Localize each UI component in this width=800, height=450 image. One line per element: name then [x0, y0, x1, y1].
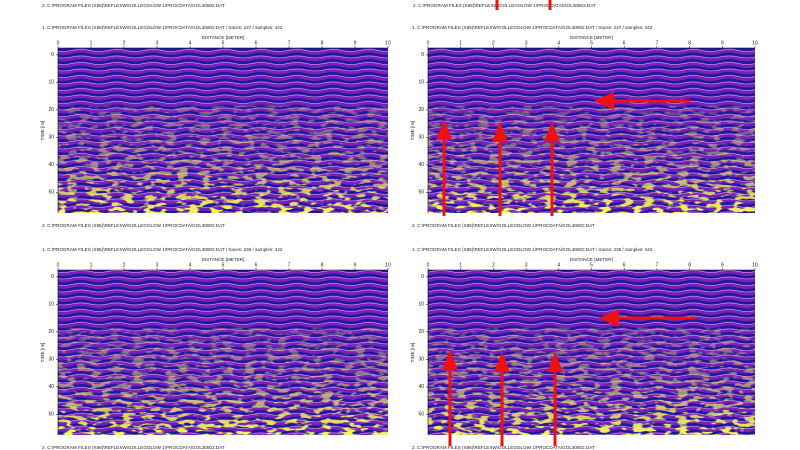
- y-tick-label: 0: [421, 274, 424, 280]
- y-tick-label: 10: [418, 302, 424, 308]
- y-axis-title: TIME [ns]: [410, 343, 415, 363]
- x-tick-label: 5: [222, 40, 225, 46]
- radargram-noise: [428, 105, 755, 213]
- x-tick-label: 3: [525, 262, 528, 268]
- y-tick-label: 30: [48, 135, 54, 141]
- x-tick-label: 4: [189, 40, 192, 46]
- panel-header: 1. C:\PROGRAM FILES (X86)\REFLEXW\GOLLEG…: [42, 25, 283, 30]
- x-tick-label: 1: [90, 40, 93, 46]
- content: 2. C:\PROGRAM FILES (X86)\REFLEXW\GOLLEG…: [40, 3, 758, 450]
- x-tick-label: 5: [590, 40, 593, 46]
- file-note: 2. C:\PROGRAM FILES (X86)\REFLEXW\GOLLEG…: [42, 3, 225, 8]
- x-tick-label: 6: [255, 262, 258, 268]
- x-tick-label: 10: [752, 262, 758, 268]
- x-tick-label: 2: [492, 40, 495, 46]
- x-tick-label: 0: [57, 40, 60, 46]
- axis-title: DISTANCE [METER]: [202, 257, 245, 262]
- x-tick-label: 8: [321, 262, 324, 268]
- x-tick-label: 2: [492, 262, 495, 268]
- x-tick-label: 6: [623, 262, 626, 268]
- y-tick-label: 20: [418, 107, 424, 113]
- panel-footer: 2. C:\PROGRAM FILES (X86)\REFLEXW\GOLLEG…: [42, 445, 225, 450]
- y-tick-label: 50: [48, 190, 54, 196]
- x-tick-label: 8: [321, 40, 324, 46]
- panel-header: 1. C:\PROGRAM FILES (X86)\REFLEXW\GOLLEG…: [412, 25, 653, 30]
- y-tick-label: 40: [48, 384, 54, 390]
- x-tick-label: 10: [385, 40, 391, 46]
- y-tick-label: 30: [418, 357, 424, 363]
- x-tick-label: 8: [688, 262, 691, 268]
- panel-header: 1. C:\PROGRAM FILES (X86)\REFLEXW\GOLLEG…: [412, 247, 653, 252]
- y-tick-label: 50: [48, 412, 54, 418]
- x-tick-label: 9: [721, 40, 724, 46]
- panel-footer: 2. C:\PROGRAM FILES (X86)\REFLEXW\GOLLEG…: [412, 223, 595, 228]
- arrows: [436, 0, 695, 446]
- x-tick-label: 7: [656, 40, 659, 46]
- x-tick-label: 7: [288, 40, 291, 46]
- x-tick-label: 7: [656, 262, 659, 268]
- y-tick-label: 40: [48, 162, 54, 168]
- x-tick-label: 9: [354, 262, 357, 268]
- x-tick-label: 4: [557, 40, 560, 46]
- y-tick-label: 40: [418, 162, 424, 168]
- x-tick-label: 10: [752, 40, 758, 46]
- x-tick-label: 2: [123, 40, 126, 46]
- y-tick-label: 30: [48, 357, 54, 363]
- x-tick-label: 9: [354, 40, 357, 46]
- y-tick-label: 10: [48, 80, 54, 86]
- x-tick-label: 1: [459, 40, 462, 46]
- panel-footer: 2. C:\PROGRAM FILES (X86)\REFLEXW\GOLLEG…: [42, 223, 225, 228]
- x-tick-label: 10: [385, 262, 391, 268]
- y-axis-title: TIME [ns]: [410, 121, 415, 141]
- y-tick-label: 20: [418, 329, 424, 335]
- axis-title: DISTANCE [METER]: [570, 35, 613, 40]
- y-axis-title: TIME [ns]: [40, 343, 45, 363]
- x-tick-label: 3: [525, 40, 528, 46]
- y-tick-label: 50: [418, 412, 424, 418]
- panel-header: 1. C:\PROGRAM FILES (X86)\REFLEXW\GOLLEG…: [42, 247, 283, 252]
- y-tick-label: 0: [51, 52, 54, 58]
- x-tick-label: 4: [189, 262, 192, 268]
- x-tick-label: 7: [288, 262, 291, 268]
- y-axis-title: TIME [ns]: [40, 121, 45, 141]
- x-tick-label: 0: [427, 262, 430, 268]
- y-tick-label: 50: [418, 190, 424, 196]
- axis-title: DISTANCE [METER]: [202, 35, 245, 40]
- x-tick-label: 1: [459, 262, 462, 268]
- y-tick-label: 30: [418, 135, 424, 141]
- x-tick-label: 3: [156, 40, 159, 46]
- x-tick-label: 3: [156, 262, 159, 268]
- file-note: 2. C:\PROGRAM FILES (X86)\REFLEXW\GOLLEG…: [413, 3, 596, 8]
- x-tick-label: 0: [427, 40, 430, 46]
- y-tick-label: 10: [48, 302, 54, 308]
- y-tick-label: 10: [418, 80, 424, 86]
- radargram-noise: [428, 327, 755, 435]
- radargram-noise: [58, 327, 388, 435]
- y-tick-label: 20: [48, 329, 54, 335]
- x-tick-label: 6: [255, 40, 258, 46]
- x-tick-label: 5: [590, 262, 593, 268]
- radargram-noise: [58, 105, 388, 213]
- axis-title: DISTANCE [METER]: [570, 257, 613, 262]
- y-tick-label: 40: [418, 384, 424, 390]
- y-tick-label: 0: [51, 274, 54, 280]
- x-tick-label: 6: [623, 40, 626, 46]
- x-tick-label: 2: [123, 262, 126, 268]
- y-tick-label: 20: [48, 107, 54, 113]
- x-tick-label: 9: [721, 262, 724, 268]
- x-tick-label: 1: [90, 262, 93, 268]
- y-tick-label: 0: [421, 52, 424, 58]
- x-tick-label: 5: [222, 262, 225, 268]
- x-tick-label: 4: [557, 262, 560, 268]
- x-tick-label: 8: [688, 40, 691, 46]
- panel-footer: 2. C:\PROGRAM FILES (X86)\REFLEXW\GOLLEG…: [412, 445, 595, 450]
- x-tick-label: 0: [57, 262, 60, 268]
